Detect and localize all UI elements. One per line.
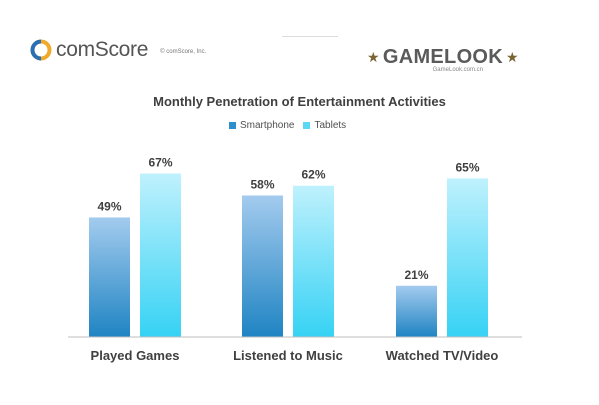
star-icon: ★: [506, 49, 519, 65]
comscore-brand: comScore © comScore, Inc.: [30, 38, 206, 62]
legend-swatch-smartphone: [229, 122, 236, 129]
copyright-text: © comScore, Inc.: [160, 49, 207, 55]
bar-tablets-0: [140, 173, 181, 337]
legend-swatch-tablets: [303, 122, 311, 129]
bar-smartphone-1: [242, 195, 283, 337]
category-label-0: Played Games: [91, 348, 180, 363]
data-label-tablets-0: 67%: [148, 156, 172, 170]
legend-item-smartphone: Smartphone: [229, 120, 294, 131]
bar-tablets-2: [447, 178, 488, 337]
header-divider: [282, 36, 338, 37]
labels-group: 49% 67% Played Games 58% 62% Listened to Musi…: [91, 156, 499, 363]
legend-item-tablets: Tablets: [303, 120, 346, 131]
legend-label-tablets: Tablets: [314, 120, 347, 131]
bar-tablets-1: [293, 185, 334, 337]
bar-smartphone-2: [396, 285, 437, 337]
data-label-tablets-1: 62%: [301, 168, 325, 182]
chart-legend: Smartphone Tablets: [229, 120, 355, 131]
comscore-logo-icon: [30, 39, 52, 61]
data-label-smartphone-1: 58%: [250, 177, 274, 191]
data-label-smartphone-2: 21%: [404, 268, 428, 282]
category-label-1: Listened to Music: [233, 348, 343, 363]
star-icon: ★: [367, 49, 380, 65]
brand-name: comScore: [56, 38, 149, 61]
legend-label-smartphone: Smartphone: [240, 120, 295, 131]
bar-smartphone-0: [89, 217, 130, 337]
data-label-smartphone-0: 49%: [97, 199, 121, 213]
gamelook-brand: ★ GAMELOOK ★ GameLook.com.cn: [367, 46, 519, 73]
category-label-2: Watched TV/Video: [386, 348, 499, 363]
gamelook-url: GameLook.com.cn: [432, 67, 483, 73]
bars-group: [89, 173, 488, 337]
data-label-tablets-2: 65%: [455, 160, 479, 174]
chart-title: Monthly Penetration of Entertainment Act…: [153, 94, 446, 109]
gamelook-logo-text: GAMELOOK: [382, 46, 504, 68]
